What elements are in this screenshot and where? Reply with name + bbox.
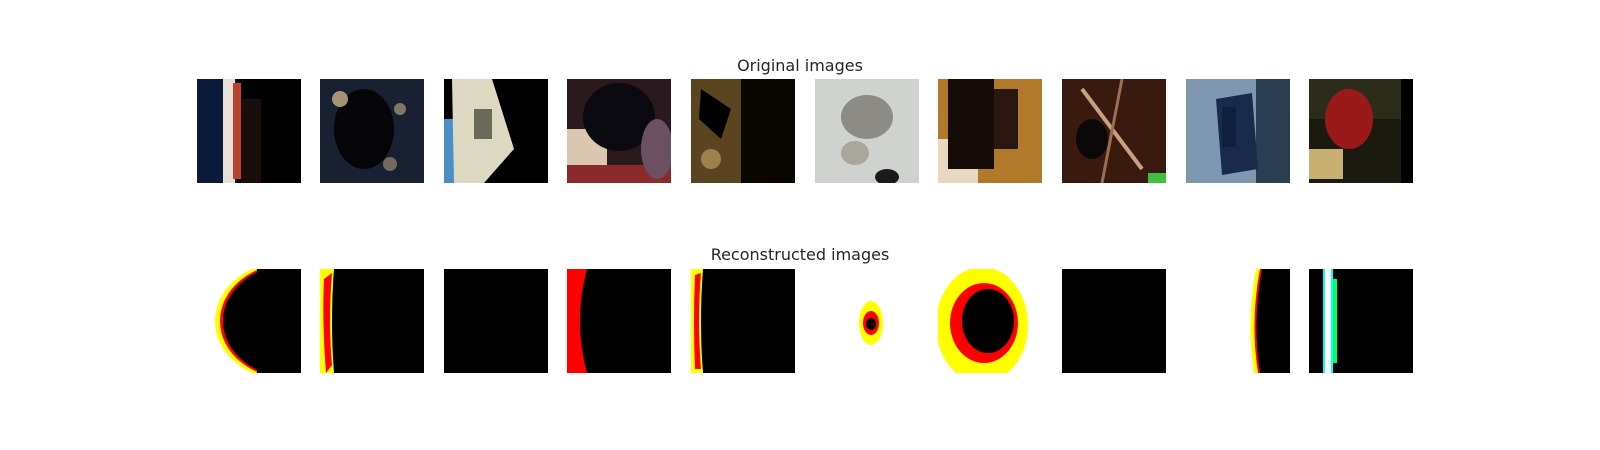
original-images-title: Original images — [737, 56, 863, 75]
reconstructed-image-6 — [815, 269, 919, 373]
reconstructed-image-3-graphic — [444, 269, 548, 373]
original-image-10-graphic — [1309, 79, 1413, 183]
reconstructed-image-7-graphic — [938, 269, 1042, 373]
reconstructed-image-2 — [320, 269, 424, 373]
original-image-9 — [1186, 79, 1290, 183]
original-image-1 — [197, 79, 301, 183]
original-image-4 — [567, 79, 671, 183]
original-image-1-graphic — [197, 79, 301, 183]
original-image-5 — [691, 79, 795, 183]
original-image-4-graphic — [567, 79, 671, 183]
reconstructed-image-5 — [691, 269, 795, 373]
reconstructed-images-title: Reconstructed images — [710, 245, 890, 264]
original-image-7 — [938, 79, 1042, 183]
original-image-8 — [1062, 79, 1166, 183]
reconstructed-image-9-graphic — [1186, 269, 1290, 373]
original-image-7-graphic — [938, 79, 1042, 183]
original-image-6-graphic — [815, 79, 919, 183]
original-image-10 — [1309, 79, 1413, 183]
reconstructed-image-1-graphic — [197, 269, 301, 373]
reconstructed-image-5-graphic — [691, 269, 795, 373]
reconstructed-image-2-graphic — [320, 269, 424, 373]
reconstructed-image-8 — [1062, 269, 1166, 373]
reconstructed-image-4 — [567, 269, 671, 373]
reconstructed-image-6-graphic — [815, 269, 919, 373]
original-image-8-graphic — [1062, 79, 1166, 183]
original-image-6 — [815, 79, 919, 183]
reconstructed-image-7 — [938, 269, 1042, 373]
reconstructed-image-10-graphic — [1309, 269, 1413, 373]
original-image-5-graphic — [691, 79, 795, 183]
original-image-2 — [320, 79, 424, 183]
reconstructed-image-3 — [444, 269, 548, 373]
original-image-9-graphic — [1186, 79, 1290, 183]
original-images-row — [0, 79, 1600, 183]
original-image-2-graphic — [320, 79, 424, 183]
reconstructed-image-1 — [197, 269, 301, 373]
reconstructed-image-8-graphic — [1062, 269, 1166, 373]
original-image-3-graphic — [444, 79, 548, 183]
reconstructed-image-10 — [1309, 269, 1413, 373]
original-image-3 — [444, 79, 548, 183]
reconstructed-images-row — [0, 269, 1600, 373]
reconstructed-image-4-graphic — [567, 269, 671, 373]
reconstructed-image-9 — [1186, 269, 1290, 373]
